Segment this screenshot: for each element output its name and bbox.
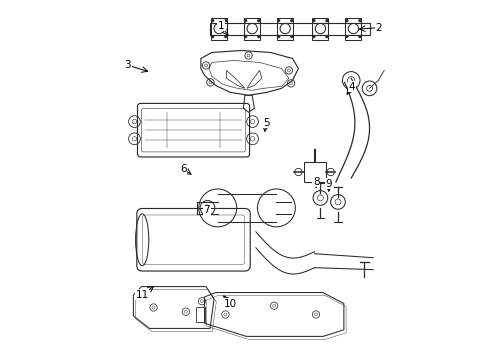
Bar [195,306,204,323]
Circle shape [290,19,293,22]
Circle shape [345,19,347,22]
Bar [345,18,361,40]
Bar [312,18,328,40]
Circle shape [277,35,280,38]
Text: 5: 5 [262,118,269,128]
Circle shape [257,35,260,38]
Bar [244,18,260,40]
Text: 9: 9 [325,179,331,189]
Circle shape [224,35,227,38]
Circle shape [244,19,246,22]
Text: 10: 10 [223,299,236,309]
Text: 7: 7 [203,206,210,216]
Text: 3: 3 [124,60,131,70]
Circle shape [312,19,315,22]
Circle shape [325,19,328,22]
Text: 8: 8 [312,177,319,187]
Circle shape [211,19,214,22]
Circle shape [244,35,246,38]
Circle shape [277,19,280,22]
Bar [303,162,325,182]
Bar [210,23,369,35]
Circle shape [312,35,315,38]
Circle shape [257,19,260,22]
Circle shape [290,35,293,38]
Text: 2: 2 [375,23,382,33]
Circle shape [345,35,347,38]
Circle shape [358,35,361,38]
Bar [277,18,293,40]
Circle shape [224,19,227,22]
Text: 11: 11 [135,290,149,300]
Circle shape [211,35,214,38]
Bar [211,18,227,40]
Circle shape [358,19,361,22]
Text: 4: 4 [348,82,355,92]
Text: 1: 1 [218,21,224,31]
Circle shape [325,35,328,38]
Text: 6: 6 [180,164,186,174]
